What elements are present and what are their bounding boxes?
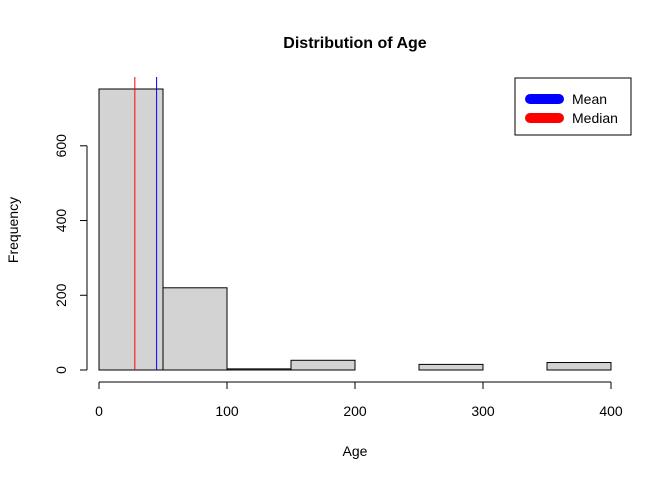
x-tick-label: 400: [599, 403, 623, 419]
x-axis: 0 100 200 300 400: [95, 381, 623, 419]
histogram-bar-0: [98, 88, 164, 371]
x-tick-label: 100: [215, 403, 239, 419]
chart-title: Distribution of Age: [283, 35, 426, 52]
x-axis-label: Age: [343, 443, 368, 459]
legend: Mean Median: [514, 77, 632, 136]
y-axis-label: Frequency: [5, 197, 21, 263]
legend-label-median: Median: [572, 110, 618, 126]
y-tick-label: 200: [53, 283, 69, 307]
x-tick-label: 200: [343, 403, 367, 419]
x-tick-label: 300: [471, 403, 495, 419]
x-tick-label: 0: [95, 403, 103, 419]
legend-label-mean: Mean: [572, 91, 607, 107]
histogram-bar-2: [226, 368, 292, 371]
legend-box: [514, 77, 632, 136]
histogram-bars: [98, 88, 612, 371]
y-tick-label: 0: [53, 366, 69, 374]
histogram-bar-3: [290, 359, 356, 371]
histogram-bar-5: [418, 363, 484, 371]
histogram-bar-7: [546, 362, 612, 371]
y-axis: 0 200 400 600: [53, 134, 88, 374]
y-tick-label: 600: [53, 134, 69, 158]
reference-lines: [134, 77, 158, 370]
histogram-bar-1: [162, 287, 228, 371]
y-tick-label: 400: [53, 209, 69, 233]
